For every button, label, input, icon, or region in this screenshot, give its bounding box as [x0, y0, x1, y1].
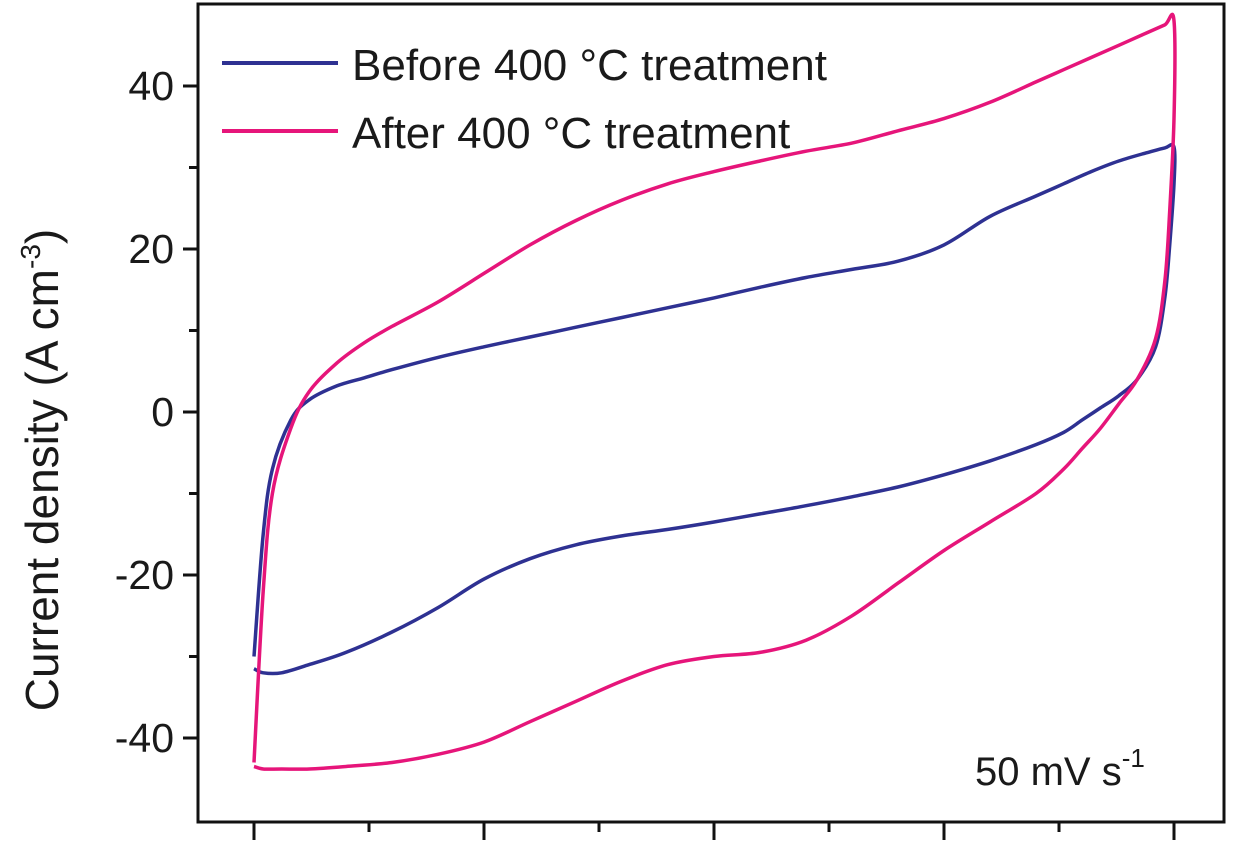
- y-axis-title-close: ): [16, 229, 68, 244]
- y-tick-label: 40: [128, 63, 174, 109]
- y-tick-label: -40: [115, 715, 174, 761]
- legend-label-before: Before 400 °C treatment: [352, 41, 827, 90]
- series-after-line: [252, 12, 1177, 771]
- y-axis-title: Current density (A cm-3): [15, 229, 68, 712]
- scan-rate-text: 50 mV s: [975, 750, 1122, 794]
- scan-rate-sup: -1: [1122, 743, 1145, 773]
- x-axis-ticks: [252, 822, 1176, 840]
- series-before-line: [252, 142, 1177, 676]
- legend: Before 400 °C treatment After 400 °C tre…: [222, 41, 827, 158]
- scan-rate-annotation: 50 mV s-1: [975, 743, 1145, 794]
- y-tick-label: 20: [128, 226, 174, 272]
- y-axis-title-main: Current density (A cm: [16, 269, 68, 711]
- y-axis-title-sup: -3: [15, 244, 46, 269]
- y-tick-label: 0: [151, 389, 174, 435]
- legend-label-after: After 400 °C treatment: [352, 109, 790, 158]
- series-layer: [252, 12, 1177, 771]
- y-axis-ticks: -40 -20 0 20 40: [115, 63, 198, 761]
- y-tick-label: -20: [115, 552, 174, 598]
